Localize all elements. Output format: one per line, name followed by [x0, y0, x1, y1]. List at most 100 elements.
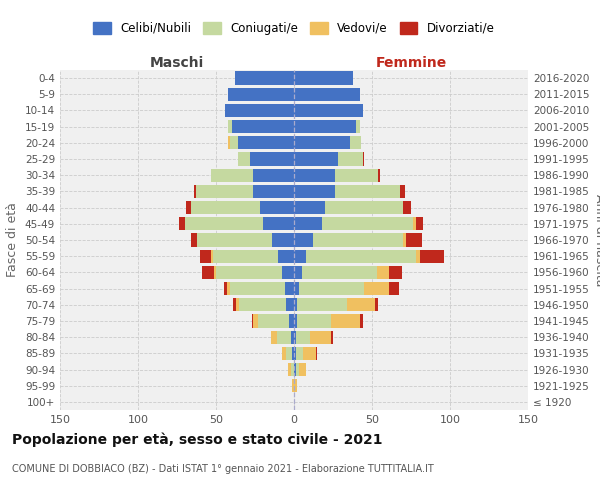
Bar: [239, 298, 286, 312]
Bar: [292, 346, 294, 360]
Bar: [187, 201, 191, 214]
Bar: [416, 217, 424, 230]
Bar: [224, 282, 227, 295]
Bar: [294, 266, 302, 279]
Bar: [214, 266, 216, 279]
Bar: [238, 152, 250, 166]
Bar: [421, 250, 444, 263]
Bar: [202, 266, 214, 279]
Bar: [271, 330, 277, 344]
Bar: [292, 379, 294, 392]
Bar: [253, 185, 294, 198]
Bar: [232, 120, 294, 134]
Bar: [286, 346, 292, 360]
Bar: [250, 152, 294, 166]
Text: Popolazione per età, sesso e stato civile - 2021: Popolazione per età, sesso e stato civil…: [12, 432, 383, 447]
Bar: [389, 282, 398, 295]
Bar: [377, 266, 389, 279]
Bar: [236, 298, 239, 312]
Bar: [294, 330, 296, 344]
Bar: [258, 314, 289, 328]
Bar: [416, 250, 421, 263]
Bar: [294, 168, 335, 182]
Bar: [356, 120, 359, 134]
Bar: [230, 282, 284, 295]
Bar: [316, 346, 317, 360]
Bar: [227, 282, 230, 295]
Bar: [335, 185, 400, 198]
Bar: [281, 346, 286, 360]
Bar: [294, 314, 297, 328]
Bar: [297, 314, 331, 328]
Bar: [213, 250, 278, 263]
Bar: [291, 363, 294, 376]
Bar: [294, 185, 335, 198]
Bar: [211, 250, 213, 263]
Bar: [233, 298, 236, 312]
Bar: [252, 314, 253, 328]
Bar: [294, 104, 362, 117]
Bar: [229, 136, 230, 149]
Bar: [331, 330, 333, 344]
Bar: [229, 120, 232, 134]
Bar: [413, 217, 416, 230]
Text: Femmine: Femmine: [376, 56, 446, 70]
Bar: [299, 282, 364, 295]
Bar: [307, 250, 416, 263]
Bar: [291, 330, 294, 344]
Bar: [362, 152, 364, 166]
Bar: [230, 136, 238, 149]
Bar: [296, 346, 304, 360]
Bar: [294, 346, 296, 360]
Bar: [289, 314, 294, 328]
Bar: [288, 363, 291, 376]
Bar: [331, 314, 359, 328]
Bar: [294, 379, 297, 392]
Bar: [296, 363, 299, 376]
Y-axis label: Anni di nascita: Anni di nascita: [593, 194, 600, 286]
Bar: [191, 201, 260, 214]
Bar: [197, 234, 272, 246]
Bar: [375, 298, 378, 312]
Bar: [350, 136, 361, 149]
Text: Maschi: Maschi: [150, 56, 204, 70]
Bar: [294, 282, 299, 295]
Bar: [403, 201, 411, 214]
Bar: [191, 234, 197, 246]
Bar: [299, 363, 307, 376]
Bar: [229, 88, 294, 101]
Bar: [286, 298, 294, 312]
Bar: [294, 363, 296, 376]
Bar: [389, 266, 401, 279]
Bar: [310, 330, 331, 344]
Bar: [294, 217, 322, 230]
Bar: [294, 152, 338, 166]
Bar: [378, 168, 380, 182]
Bar: [235, 72, 294, 85]
Bar: [194, 185, 196, 198]
Bar: [253, 168, 294, 182]
Bar: [238, 136, 294, 149]
Text: COMUNE DI DOBBIACO (BZ) - Dati ISTAT 1° gennaio 2021 - Elaborazione TUTTITALIA.I: COMUNE DI DOBBIACO (BZ) - Dati ISTAT 1° …: [12, 464, 434, 474]
Bar: [294, 201, 325, 214]
Bar: [196, 185, 253, 198]
Bar: [294, 72, 353, 85]
Bar: [200, 250, 211, 263]
Bar: [179, 217, 185, 230]
Bar: [260, 201, 294, 214]
Bar: [277, 330, 291, 344]
Bar: [400, 185, 405, 198]
Bar: [263, 217, 294, 230]
Bar: [272, 234, 294, 246]
Bar: [359, 314, 362, 328]
Bar: [313, 234, 403, 246]
Bar: [226, 104, 294, 117]
Bar: [281, 266, 294, 279]
Bar: [294, 250, 307, 263]
Bar: [304, 346, 316, 360]
Bar: [297, 298, 347, 312]
Bar: [325, 201, 403, 214]
Bar: [294, 298, 297, 312]
Bar: [253, 314, 258, 328]
Bar: [278, 250, 294, 263]
